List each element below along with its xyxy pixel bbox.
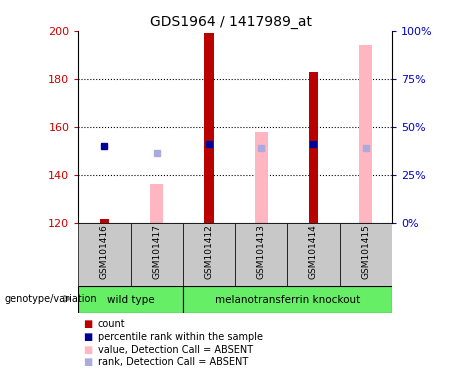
Bar	[130, 223, 183, 286]
Text: GDS1964 / 1417989_at: GDS1964 / 1417989_at	[149, 15, 312, 29]
Text: GSM101417: GSM101417	[152, 224, 161, 279]
Text: ■: ■	[83, 358, 92, 367]
Text: ■: ■	[83, 345, 92, 355]
Text: value, Detection Call = ABSENT: value, Detection Call = ABSENT	[98, 345, 253, 355]
Bar	[204, 33, 214, 223]
Bar	[150, 184, 163, 223]
Text: melanotransferrin knockout: melanotransferrin knockout	[215, 295, 360, 305]
Bar	[359, 45, 372, 223]
Text: count: count	[98, 319, 125, 329]
Text: ■: ■	[83, 332, 92, 342]
Text: GSM101412: GSM101412	[205, 224, 213, 279]
Bar	[254, 131, 268, 223]
Text: GSM101414: GSM101414	[309, 224, 318, 279]
Text: wild type: wild type	[107, 295, 154, 305]
Text: GSM101416: GSM101416	[100, 224, 109, 279]
Text: percentile rank within the sample: percentile rank within the sample	[98, 332, 263, 342]
Text: genotype/variation: genotype/variation	[5, 294, 97, 304]
Bar	[287, 223, 340, 286]
Bar	[183, 286, 392, 313]
Text: ■: ■	[83, 319, 92, 329]
Text: rank, Detection Call = ABSENT: rank, Detection Call = ABSENT	[98, 358, 248, 367]
Bar	[100, 219, 109, 223]
Text: GSM101413: GSM101413	[257, 224, 266, 279]
Bar	[183, 223, 235, 286]
Bar	[78, 286, 183, 313]
Bar	[235, 223, 287, 286]
Bar	[340, 223, 392, 286]
Text: GSM101415: GSM101415	[361, 224, 370, 279]
Bar	[78, 223, 130, 286]
Bar	[309, 71, 318, 223]
